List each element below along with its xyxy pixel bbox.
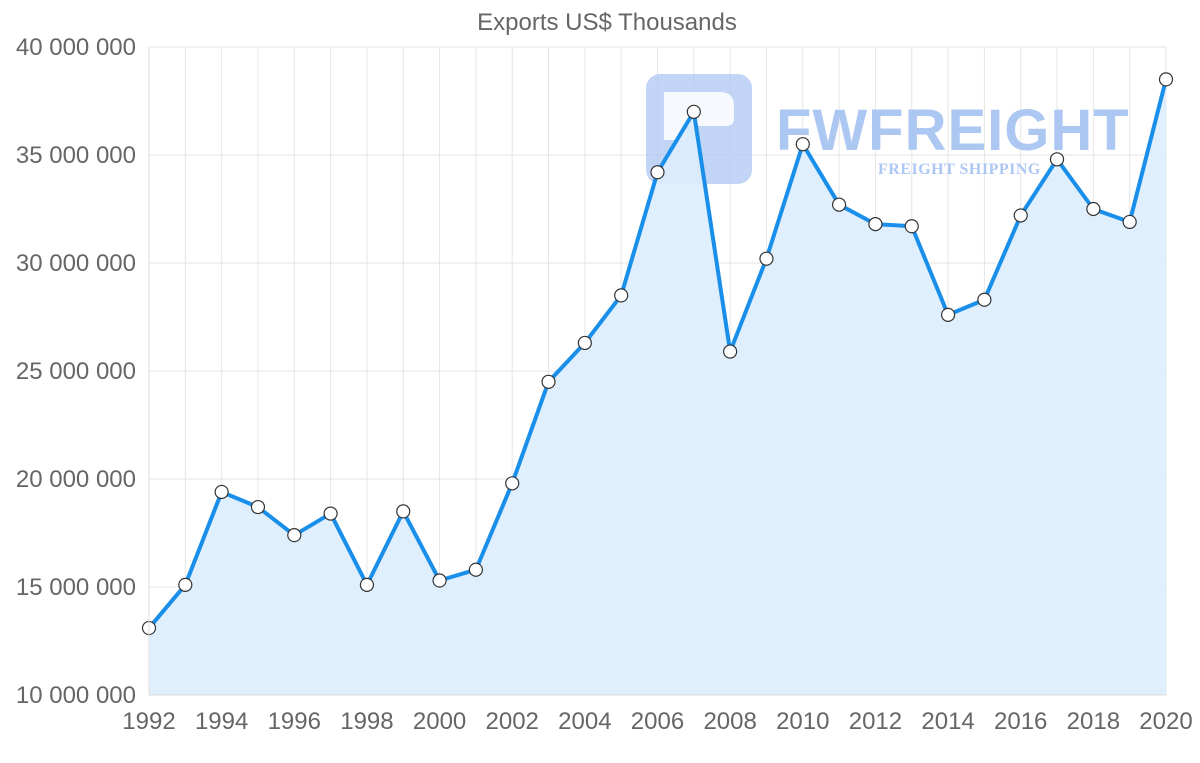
data-point[interactable] [541, 374, 556, 389]
x-tick-label: 2004 [558, 708, 611, 735]
data-point[interactable] [432, 573, 447, 588]
data-point[interactable] [940, 307, 956, 322]
data-point[interactable] [323, 506, 338, 521]
data-point[interactable] [723, 344, 738, 359]
data-points [141, 72, 1174, 636]
data-point[interactable] [250, 499, 266, 515]
x-tick-label: 2018 [1067, 708, 1120, 735]
y-tick-label: 15 000 000 [16, 574, 136, 601]
y-tick-label: 20 000 000 [16, 466, 136, 493]
x-tick-label: 1996 [268, 708, 321, 735]
data-point[interactable] [214, 484, 229, 500]
y-tick-label: 25 000 000 [16, 358, 136, 385]
data-point[interactable] [686, 104, 701, 119]
data-point[interactable] [287, 528, 302, 543]
data-point[interactable] [759, 251, 774, 266]
data-point[interactable] [614, 288, 629, 303]
data-point[interactable] [977, 292, 992, 307]
x-tick-label: 2000 [413, 708, 466, 735]
data-point[interactable] [1013, 208, 1028, 223]
y-tick-label: 35 000 000 [16, 142, 136, 169]
data-point[interactable] [868, 217, 883, 232]
chart-title: Exports US$ Thousands [477, 9, 737, 36]
x-tick-label: 1994 [195, 708, 248, 735]
x-tick-label: 2002 [486, 708, 539, 735]
x-tick-label: 2012 [849, 708, 902, 735]
data-point[interactable] [1086, 201, 1101, 217]
data-point[interactable] [468, 562, 483, 577]
data-point[interactable] [359, 577, 375, 592]
data-point[interactable] [650, 165, 665, 180]
x-tick-label: 1992 [122, 708, 175, 735]
data-point[interactable] [396, 504, 411, 519]
x-tick-label: 1998 [340, 708, 393, 735]
x-tick-label: 2016 [994, 708, 1047, 735]
data-point[interactable] [832, 197, 847, 212]
data-point[interactable] [904, 219, 919, 234]
watermark-tagline: FREIGHT SHIPPING [878, 161, 1041, 178]
data-point[interactable] [577, 335, 592, 351]
x-tick-label: 2006 [631, 708, 684, 735]
data-point[interactable] [1158, 72, 1174, 87]
y-tick-label: 10 000 000 [16, 682, 136, 709]
x-tick-label: 2008 [703, 708, 756, 735]
data-point[interactable] [178, 577, 193, 592]
data-point[interactable] [505, 476, 520, 491]
data-point[interactable] [1049, 152, 1065, 167]
y-tick-label: 30 000 000 [16, 250, 136, 277]
x-tick-label: 2020 [1139, 708, 1192, 735]
axes: 10 000 000 15 000 000 20 000 000 25 000 000… [16, 34, 1193, 735]
y-tick-label: 40 000 000 [16, 34, 136, 61]
data-point[interactable] [1122, 214, 1137, 230]
watermark-brand: FWFREIGHT [776, 98, 1130, 163]
data-point[interactable] [795, 137, 810, 152]
x-tick-label: 2010 [776, 708, 829, 735]
x-tick-label: 2014 [921, 708, 974, 735]
